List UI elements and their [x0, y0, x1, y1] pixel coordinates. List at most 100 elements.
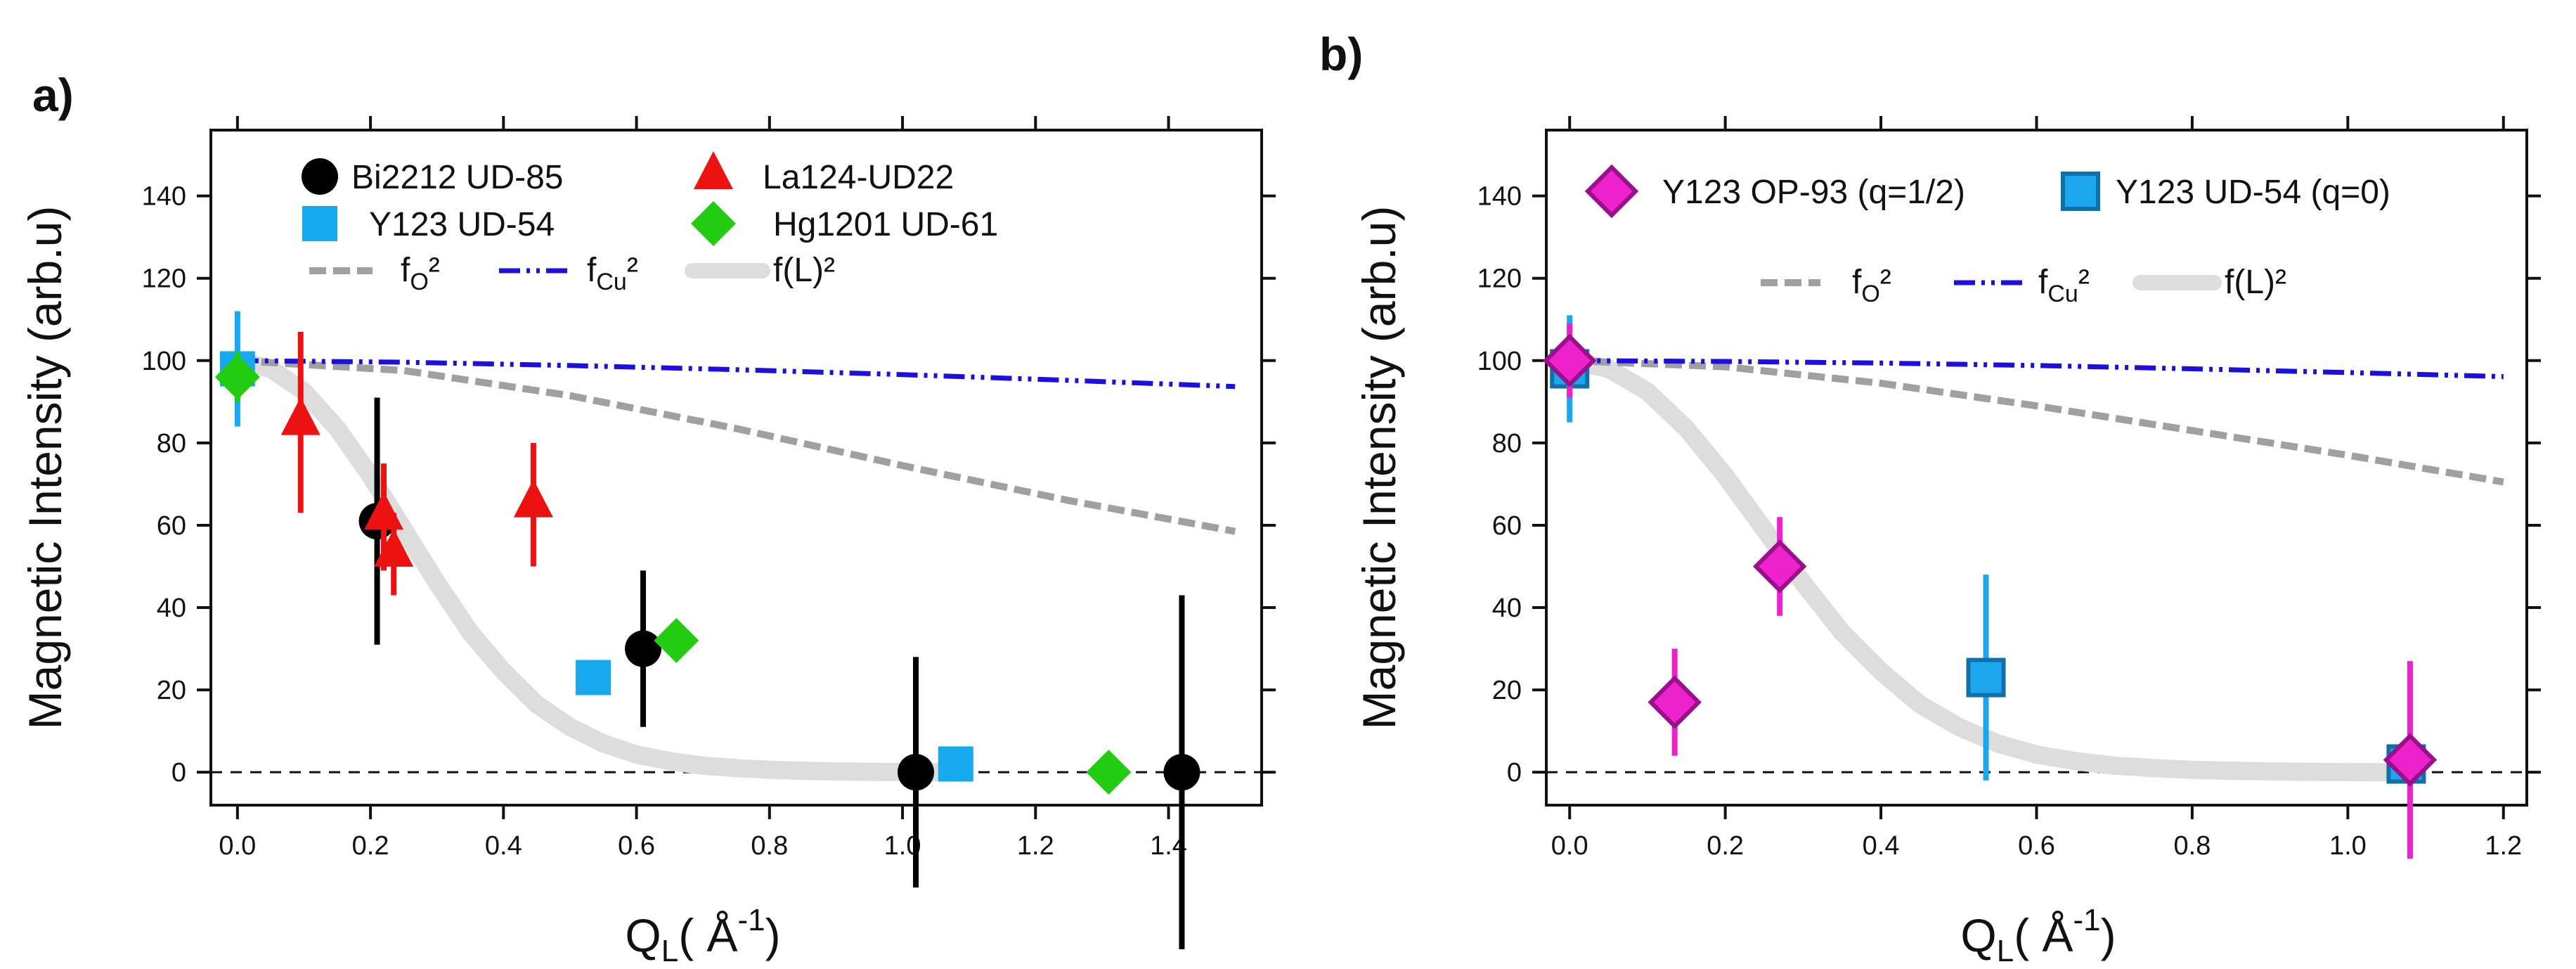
legend-marker: [1584, 164, 1639, 219]
data-point: [2383, 733, 2438, 787]
legend-marker: [302, 206, 337, 241]
y-tick-label: 80: [157, 429, 186, 458]
data-point: [1542, 333, 1597, 388]
y-tick-label: 20: [1492, 676, 1522, 705]
series-y123-ud-54: [219, 311, 973, 782]
panel-label: b): [1319, 28, 1363, 80]
x-axis-title-base: ): [765, 909, 781, 961]
legend-label: Bi2212 UD-85: [351, 159, 564, 196]
x-axis-title-base: ( Å: [2014, 909, 2073, 961]
legend: Y123 OP-93 (q=1/2) Y123 UD-54 (q=0)fO² fCu…: [1584, 164, 2390, 307]
x-axis-title-base: ( Å: [678, 909, 737, 961]
legend-label: Y123 UD-54: [369, 206, 555, 243]
y-tick-label: 60: [157, 511, 186, 541]
x-axis-title-base: Q: [1960, 909, 1996, 961]
x-tick-label: 0.2: [1707, 831, 1744, 861]
legend-label: f(L)²: [773, 252, 835, 289]
data-point: [513, 479, 553, 518]
x-tick-label: 1.0: [2329, 831, 2367, 861]
x-tick-label: 0.6: [2018, 831, 2055, 861]
x-axis-title-base: Q: [625, 909, 661, 961]
legend-label-sub: Cu: [2047, 281, 2078, 307]
x-axis-title-sub: L: [661, 934, 678, 968]
x-tick-label: 0.6: [618, 831, 655, 861]
x-axis-title: QL( Å-1): [1960, 903, 2116, 968]
x-tick-label: 0.8: [751, 831, 788, 861]
data-point: [1086, 750, 1132, 795]
data-point: [280, 397, 321, 435]
curve-f-cu: [1569, 358, 2504, 380]
legend-marker: [694, 151, 733, 189]
legend-label: Hg1201 UD-61: [773, 206, 998, 243]
data-point: [1163, 754, 1200, 791]
legend-label-base: ²: [2078, 264, 2090, 301]
legend-label: f(L)²: [2225, 264, 2286, 301]
x-tick-label: 1.2: [1017, 831, 1054, 861]
data-point: [576, 660, 611, 695]
y-tick-label: 120: [142, 264, 186, 294]
legend-marker: [302, 158, 338, 195]
curve-f-l: [1560, 351, 2419, 782]
plot-frame: [209, 129, 1263, 807]
legend-label-base: f: [1852, 264, 1862, 301]
legend-label-sub: O: [1861, 281, 1879, 307]
legend-label-base: f: [587, 252, 597, 289]
data-point: [625, 630, 662, 667]
legend-label-base: f: [401, 252, 410, 289]
legend: Bi2212 UD-85 La124-UD22 Y123 UD-54 Hg1201 U…: [302, 151, 998, 295]
y-tick-label: 140: [142, 182, 186, 212]
legend-label-base: f(L)²: [2225, 264, 2286, 301]
curve-f-o: [1569, 357, 2504, 486]
legend-label-base: ²: [1880, 264, 1891, 301]
legend-label-sub: Cu: [596, 269, 626, 295]
legend-label: Y123 OP-93 (q=1/2): [1662, 174, 1965, 211]
x-tick-label: 0.4: [485, 831, 522, 861]
chart-panel-a: a)0.0 0.2 0.4 0.6 0.8 1.0 1.2 1.402040608010012…: [19, 69, 1276, 968]
curve-f-o: [237, 357, 1236, 535]
panel-label: a): [32, 69, 74, 121]
data-point: [364, 492, 404, 530]
y-tick-label: 100: [1477, 347, 1522, 376]
series-hg1201-ud-61: [214, 352, 1132, 795]
y-tick-label: 60: [1492, 511, 1522, 541]
x-tick-label: 0.2: [352, 831, 389, 861]
data-point: [938, 746, 973, 782]
data-point: [1648, 675, 1702, 729]
legend-label: Y123 UD-54 (q=0): [2116, 174, 2390, 211]
x-tick-label: 0.0: [1551, 831, 1588, 861]
data-point: [1966, 657, 2006, 698]
y-axis-title: Magnetic Intensity (arb.u): [19, 206, 71, 730]
legend-label: fO²: [1852, 264, 1891, 307]
data-point: [214, 354, 260, 400]
curve-f-l: [228, 351, 945, 782]
y-tick-label: 40: [1492, 593, 1522, 623]
legend-label: fCu²: [587, 252, 638, 295]
y-tick-label: 100: [142, 347, 186, 376]
curve-f-cu: [237, 358, 1236, 390]
data-point: [374, 528, 414, 567]
y-tick-label: 140: [1477, 182, 1522, 212]
series-y123-op-93-q-1-2: [1542, 323, 2438, 859]
y-tick-label: 20: [157, 676, 186, 705]
x-axis-title: QL( Å-1): [625, 903, 780, 968]
x-tick-label: 0.0: [219, 831, 256, 861]
legend-label-sub: O: [410, 269, 428, 295]
legend-label-base: ²: [627, 252, 638, 289]
legend-label-base: ²: [429, 252, 440, 289]
data-point: [654, 617, 699, 663]
series-la124-ud22: [280, 331, 553, 596]
legend-label-base: f: [2038, 264, 2048, 301]
chart-panel-b: b) 0.0 0.2 0.4 0.6 0.8 1.0 1.2 0 20 40 60 80 100 120 14…: [1319, 28, 2541, 968]
legend-label-base: f(L)²: [773, 252, 835, 289]
y-tick-label: 120: [1477, 264, 1522, 294]
y-axis-title: Magnetic Intensity (arb.u): [1353, 206, 1405, 730]
data-point: [1752, 539, 1807, 593]
series-bi2212-ud-85: [358, 397, 1200, 949]
legend-label: fCu²: [2038, 264, 2090, 307]
x-tick-label: 0.8: [2174, 831, 2211, 861]
data-point: [897, 754, 934, 791]
x-tick-label: 0.4: [1863, 831, 1900, 861]
x-axis-title-sup: -1: [738, 903, 765, 937]
x-axis-title-sub: L: [1997, 934, 2014, 968]
